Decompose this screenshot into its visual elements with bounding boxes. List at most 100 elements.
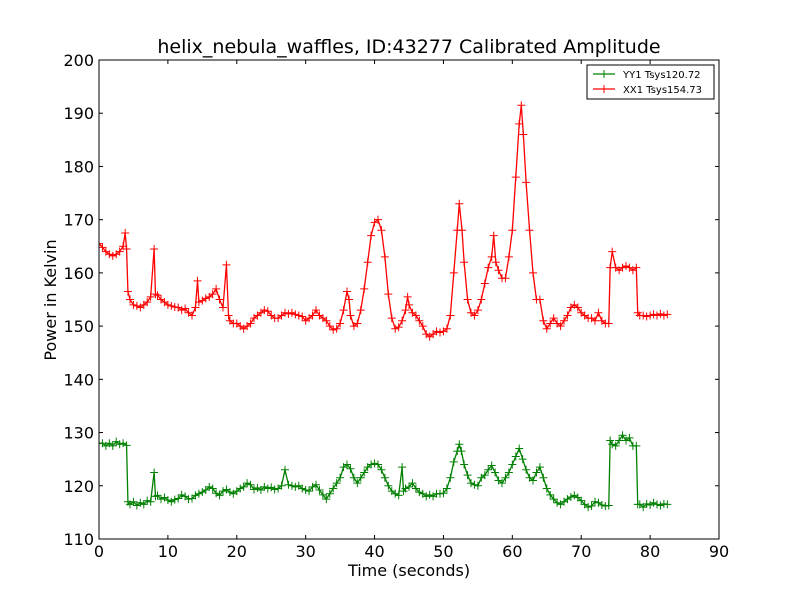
data-point	[418, 322, 427, 331]
data-point	[99, 239, 103, 248]
data-point	[622, 261, 630, 270]
data-point	[126, 295, 134, 304]
data-point	[457, 447, 466, 456]
data-point	[346, 311, 355, 320]
data-point	[332, 479, 341, 488]
data-point	[487, 461, 496, 470]
data-point	[208, 484, 217, 493]
data-point	[150, 244, 159, 253]
data-point	[615, 436, 624, 445]
data-point	[515, 119, 524, 128]
data-point	[553, 498, 562, 507]
data-point	[377, 226, 386, 235]
data-point	[329, 484, 338, 493]
data-point	[139, 500, 148, 509]
data-point	[480, 279, 489, 288]
data-point	[212, 284, 221, 293]
data-point	[129, 497, 138, 506]
data-point	[167, 301, 176, 310]
data-point	[405, 482, 413, 491]
x-tick-label: 0	[94, 542, 104, 561]
data-point	[639, 311, 648, 320]
data-point	[442, 324, 451, 333]
data-point	[143, 298, 152, 307]
data-point	[146, 497, 155, 506]
data-point	[174, 494, 183, 503]
data-point	[517, 101, 526, 110]
data-point	[608, 247, 617, 256]
data-point	[508, 226, 517, 235]
data-point	[563, 495, 572, 504]
data-point	[256, 486, 265, 495]
data-point	[489, 231, 498, 240]
data-point	[236, 484, 245, 493]
data-point	[415, 488, 424, 497]
data-point	[556, 322, 565, 331]
data-point	[219, 303, 227, 312]
data-point	[566, 492, 575, 501]
data-point	[604, 319, 613, 328]
data-point	[391, 324, 400, 333]
data-point	[151, 290, 160, 299]
x-tick-label: 20	[227, 542, 247, 561]
data-point	[205, 482, 214, 491]
data-point	[287, 308, 296, 317]
data-point	[308, 311, 317, 320]
data-point	[184, 495, 193, 504]
data-point	[360, 468, 369, 477]
data-point	[463, 471, 472, 480]
data-point	[329, 325, 338, 334]
data-point	[401, 306, 410, 315]
data-point	[439, 489, 448, 498]
data-point	[480, 471, 489, 480]
data-point	[150, 468, 159, 477]
data-point	[105, 250, 114, 259]
data-point	[374, 460, 382, 469]
data-point	[188, 311, 196, 320]
data-point	[322, 495, 331, 504]
data-point	[198, 296, 207, 305]
y-tick-label: 120	[63, 477, 94, 496]
data-point	[194, 298, 203, 307]
data-point	[153, 491, 162, 500]
data-point	[115, 247, 124, 256]
data-point	[663, 310, 672, 319]
data-point	[215, 491, 224, 500]
data-point	[491, 468, 500, 477]
y-tick-label: 180	[63, 157, 94, 176]
data-point	[277, 481, 286, 490]
data-point	[115, 440, 124, 449]
data-point	[163, 496, 172, 505]
data-point	[284, 480, 293, 489]
data-point	[494, 266, 503, 275]
data-point	[639, 503, 648, 512]
data-point	[363, 258, 372, 267]
data-point	[519, 130, 528, 139]
data-point	[529, 268, 537, 277]
data-point	[446, 311, 455, 320]
data-point	[487, 252, 496, 261]
data-point	[532, 468, 541, 477]
data-point	[260, 306, 269, 315]
data-point	[384, 481, 393, 490]
legend-box	[586, 64, 715, 100]
data-point	[222, 260, 231, 269]
legend-marker	[600, 85, 608, 93]
data-point	[336, 473, 345, 482]
data-point	[477, 295, 486, 304]
data-point	[649, 310, 658, 319]
data-point	[455, 440, 464, 449]
data-point	[170, 495, 179, 504]
data-point	[573, 493, 582, 502]
data-point	[250, 485, 258, 494]
data-point	[415, 316, 424, 325]
data-point	[597, 500, 606, 509]
data-point	[263, 307, 272, 316]
data-point	[467, 479, 475, 488]
data-point	[606, 436, 615, 445]
data-point	[570, 491, 579, 500]
data-point	[384, 290, 393, 299]
data-point	[215, 295, 224, 304]
data-point	[129, 300, 138, 309]
data-point	[122, 441, 131, 450]
